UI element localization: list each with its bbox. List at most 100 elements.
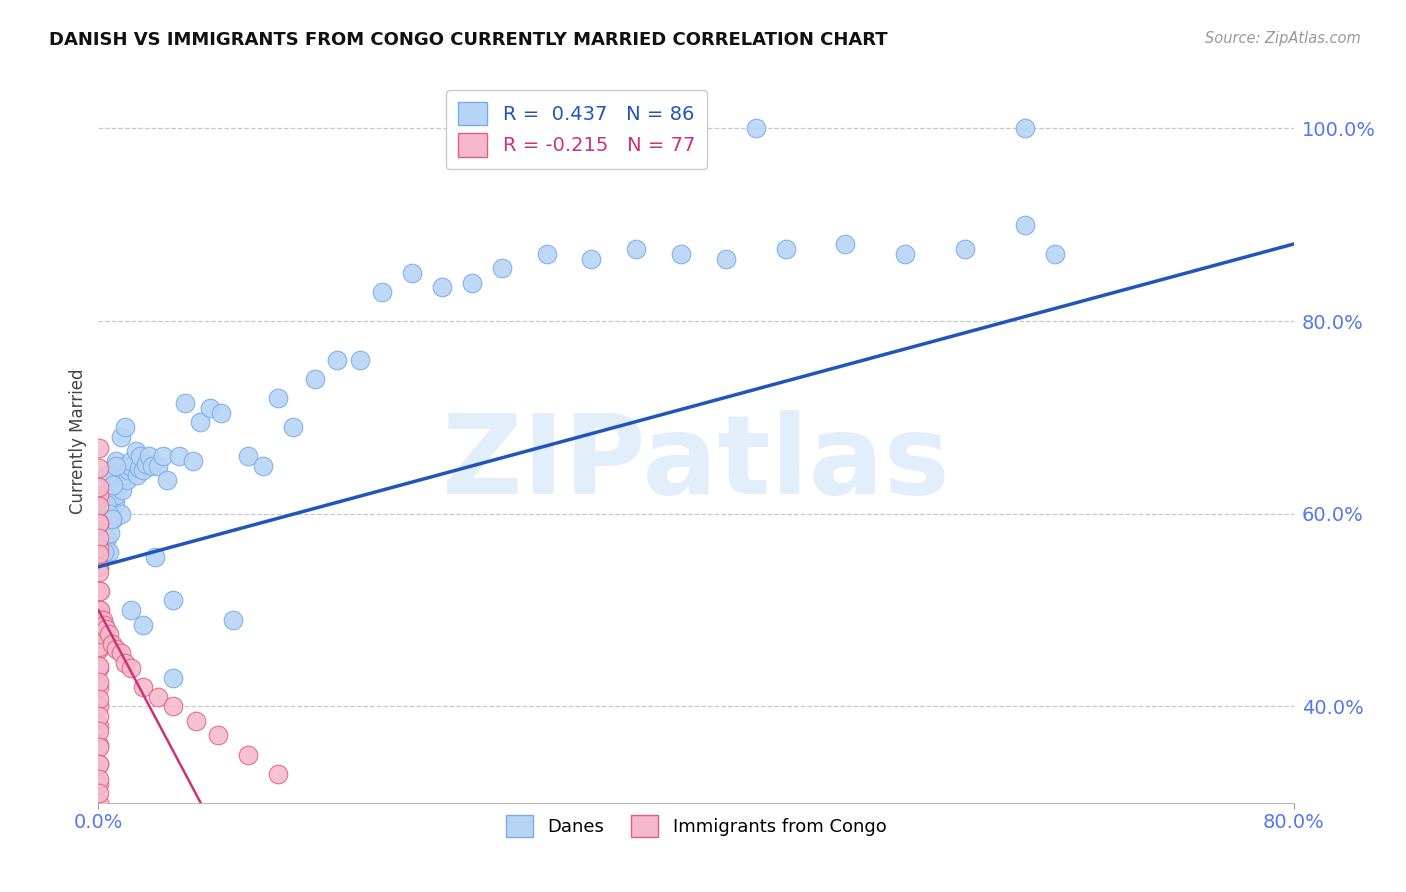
Point [89,719,111,733]
Point [349,352,371,367]
Point [97,487,120,501]
Point [953,242,976,256]
Point [105,458,128,473]
Point [89,541,111,555]
Point [120,454,142,468]
Point [581,252,603,266]
Point [536,246,558,260]
Point [127,468,149,483]
Point [236,747,259,762]
Point [89,872,111,887]
Point [118,458,141,473]
Point [89,854,111,868]
Point [209,406,232,420]
Point [491,261,513,276]
Point [89,460,111,475]
Point [152,449,174,463]
Point [89,603,111,617]
Point [626,242,648,256]
Point [89,776,111,790]
Point [174,396,197,410]
Point [89,772,111,786]
Point [745,121,768,136]
Point [89,641,111,656]
Point [181,454,204,468]
Point [200,401,222,415]
Point [89,531,111,545]
Point [141,458,163,473]
Point [110,430,132,444]
Point [89,442,111,456]
Point [104,497,127,511]
Point [89,623,111,637]
Point [304,372,326,386]
Point [108,478,131,492]
Point [101,637,124,651]
Point [156,473,179,487]
Point [184,714,207,728]
Point [252,458,274,473]
Point [89,659,111,673]
Text: DANISH VS IMMIGRANTS FROM CONGO CURRENTLY MARRIED CORRELATION CHART: DANISH VS IMMIGRANTS FROM CONGO CURRENTL… [49,31,887,49]
Point [89,757,111,772]
Point [89,516,111,531]
Point [96,531,118,545]
Point [89,565,111,579]
Point [162,593,184,607]
Point [89,709,111,723]
Point [103,483,125,497]
Point [110,507,132,521]
Point [222,613,245,627]
Point [162,671,184,685]
Point [162,699,184,714]
Point [89,739,111,754]
Point [89,623,111,637]
Point [669,246,692,260]
Point [98,526,122,541]
Point [834,237,856,252]
Text: ZIPatlas: ZIPatlas [441,409,950,516]
Point [89,661,111,675]
Point [94,623,117,637]
Point [89,583,111,598]
Point [132,617,155,632]
Point [97,627,120,641]
Point [148,690,170,704]
Point [101,511,124,525]
Point [105,487,128,501]
Point [114,468,136,483]
Point [89,499,111,513]
Point [96,468,118,483]
Point [135,457,157,471]
Point [138,449,160,463]
Point [267,767,290,781]
Point [117,463,139,477]
Point [371,285,394,300]
Point [112,458,135,473]
Legend: Danes, Immigrants from Congo: Danes, Immigrants from Congo [498,808,894,845]
Point [94,541,117,555]
Point [132,680,155,694]
Point [98,468,122,483]
Point [188,415,211,429]
Point [89,613,111,627]
Point [107,473,129,487]
Point [267,391,290,405]
Point [104,463,127,477]
Point [326,352,349,367]
Point [89,603,111,617]
Point [89,487,111,501]
Point [236,449,259,463]
Point [461,276,484,290]
Point [103,478,125,492]
Point [94,487,117,501]
Point [98,511,122,525]
Point [89,680,111,694]
Point [714,252,737,266]
Point [1014,218,1036,232]
Point [101,478,124,492]
Point [89,583,111,598]
Point [89,757,111,772]
Point [97,545,120,559]
Point [114,420,136,434]
